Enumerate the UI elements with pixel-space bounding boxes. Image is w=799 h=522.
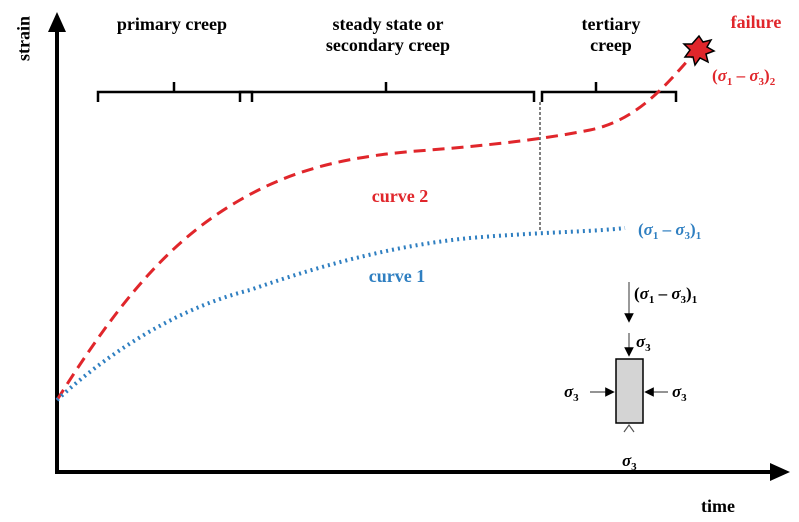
x-axis-arrowhead xyxy=(770,463,790,481)
specimen-bottom-sigma3: σ3 xyxy=(622,451,637,473)
tertiary-creep-label: tertiary creep xyxy=(581,14,641,55)
specimen-left-sigma3: σ3 xyxy=(564,382,579,404)
stress-difference-1-label: (σ1 – σ3)1 xyxy=(638,220,702,242)
failure-burst-icon xyxy=(682,34,716,67)
specimen-top-sigma3: σ3 xyxy=(636,332,651,354)
secondary-brace xyxy=(238,82,536,102)
specimen-right-sigma3: σ3 xyxy=(672,382,687,404)
curve-1-line xyxy=(55,226,626,402)
curve-2-line xyxy=(55,48,699,401)
primary-creep-label: primary creep xyxy=(116,14,228,34)
stress-difference-2-label: (σ1 – σ3)2 xyxy=(712,66,776,88)
specimen-axial-stress-label: (σ1 – σ3)1 xyxy=(634,284,698,306)
primary-brace xyxy=(96,82,254,102)
failure-label: failure xyxy=(730,12,782,32)
y-axis-label: strain xyxy=(13,16,34,61)
specimen-block xyxy=(615,358,644,424)
bottom-support-mark xyxy=(623,423,635,433)
curve-1-label: curve 1 xyxy=(368,266,426,286)
x-axis-label: time xyxy=(701,496,735,516)
y-axis-arrowhead xyxy=(48,12,66,32)
tertiary-brace xyxy=(540,82,678,102)
secondary-creep-label: steady state or secondary creep xyxy=(325,14,451,55)
curve-2-label: curve 2 xyxy=(371,186,429,206)
